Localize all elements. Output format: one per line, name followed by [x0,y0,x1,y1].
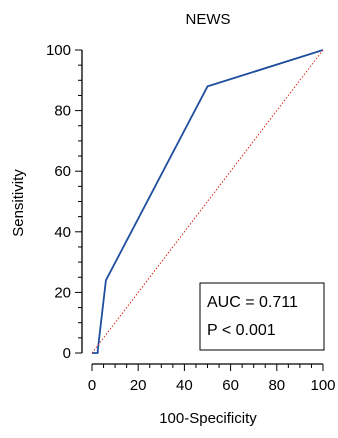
x-tick-label: 60 [222,377,239,394]
y-tick-label: 100 [46,42,71,59]
x-tick-label: 20 [130,377,147,394]
auc-legend-frame [199,282,325,351]
x-axis-label: 100-Specificity [159,410,257,427]
reference-line [91,49,324,354]
auc-value-text: AUC = 0.711 [207,294,298,311]
x-tick-label: 100 [310,377,335,394]
roc-curve [92,49,324,354]
p-value-text: P < 0.001 [207,322,276,339]
y-ticks: 0 20 40 60 80 100 [46,42,82,362]
x-tick-label: 40 [176,377,193,394]
y-tick-label: 40 [54,224,71,241]
y-axis-label: Sensitivity [10,169,27,237]
chart-title: NEWS [186,11,231,28]
series-layer [91,49,324,354]
x-tick-label: 0 [88,377,96,394]
auc-legend-box: AUC = 0.711 P < 0.001 [199,282,325,351]
x-tick-label: 80 [268,377,285,394]
y-tick-label: 80 [54,103,71,120]
y-tick-label: 60 [54,163,71,180]
y-tick-label: 20 [54,284,71,301]
plot-area: 0 20 40 60 80 100 0 20 40 60 80 100 [46,42,336,394]
y-tick-label: 0 [63,345,71,362]
x-ticks: 0 20 40 60 80 100 [88,364,336,394]
